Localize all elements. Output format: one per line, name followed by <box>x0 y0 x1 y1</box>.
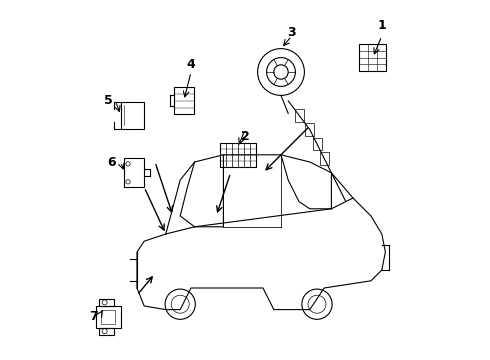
Bar <box>294 109 303 122</box>
Bar <box>124 158 144 187</box>
Text: 4: 4 <box>187 58 196 71</box>
Bar <box>174 87 194 114</box>
Bar <box>305 123 314 136</box>
Bar <box>319 152 329 165</box>
Bar <box>99 299 114 306</box>
Text: 7: 7 <box>90 310 98 323</box>
Text: 3: 3 <box>288 26 296 39</box>
Bar <box>101 310 116 324</box>
Bar <box>99 328 114 335</box>
Bar <box>96 306 121 328</box>
Bar <box>359 44 386 71</box>
Bar <box>121 102 144 129</box>
Text: 1: 1 <box>377 19 386 32</box>
Text: 5: 5 <box>104 94 113 107</box>
Text: 6: 6 <box>107 156 116 168</box>
Bar <box>220 143 256 166</box>
Bar <box>313 138 321 150</box>
Text: 2: 2 <box>241 130 249 143</box>
